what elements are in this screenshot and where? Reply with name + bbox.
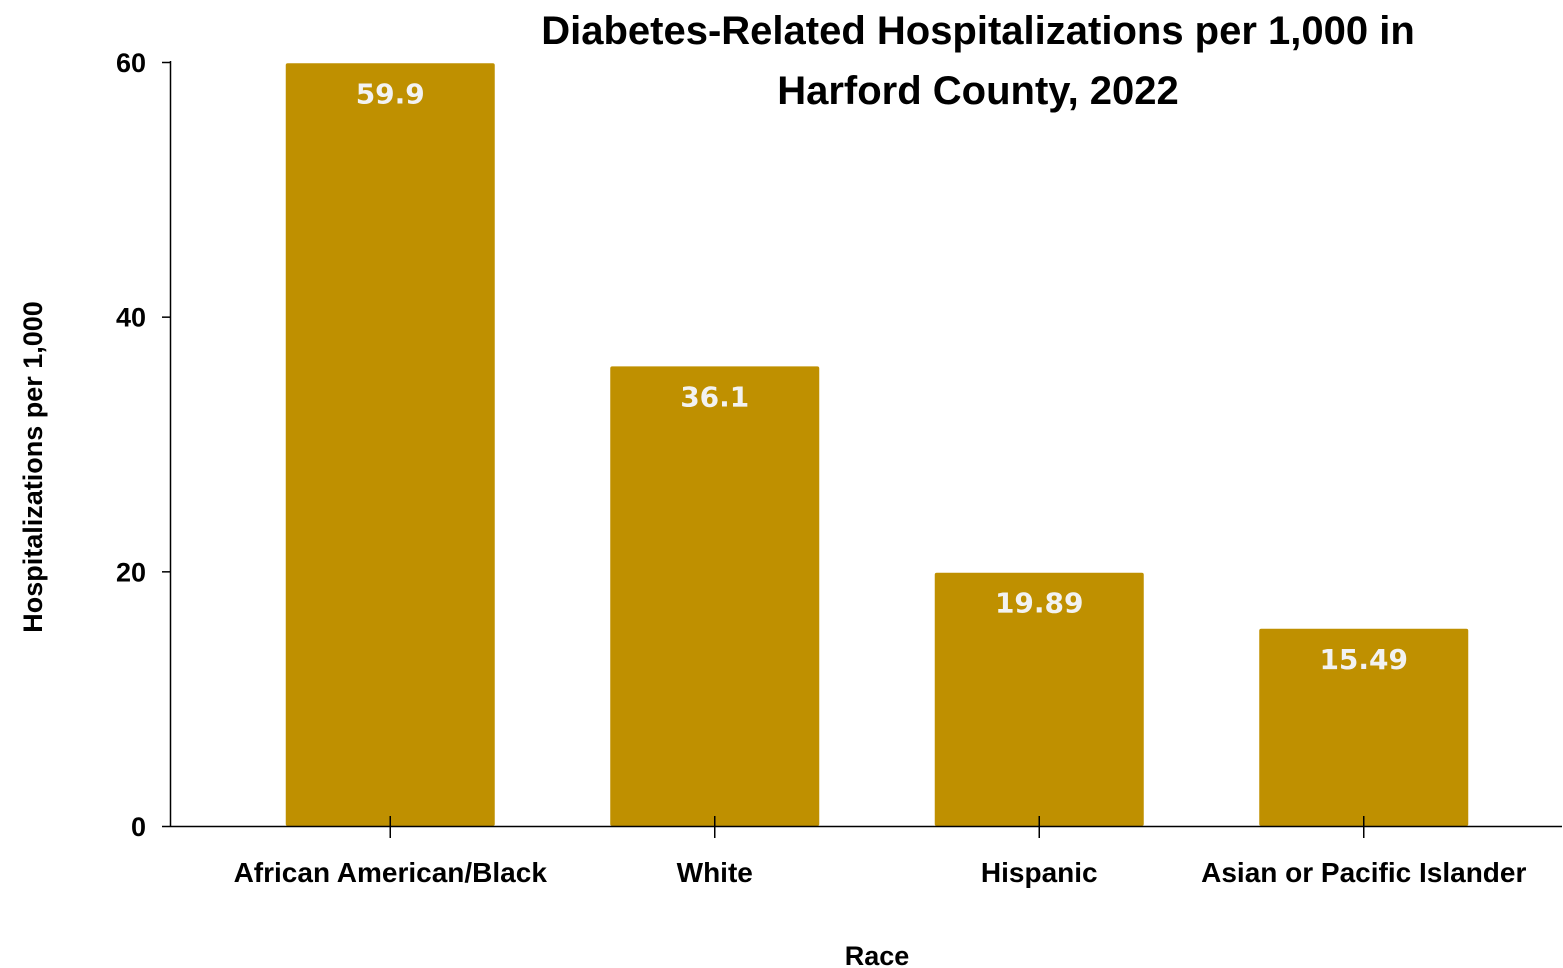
y-tick-label-2: 20: [116, 557, 146, 587]
bar-2: [610, 366, 820, 826]
y-tick-label-4: 60: [116, 48, 146, 78]
bar-4: [1259, 628, 1469, 826]
x-axis-label: Race: [845, 941, 910, 968]
chart-title-line-2: Harford County, 2022: [777, 69, 1179, 113]
bar-1: [285, 63, 495, 827]
y-tick-label-3: 40: [116, 303, 146, 333]
y-axis-label: Hospitalizations per 1,000: [18, 301, 48, 633]
chart-title: Diabetes-Related Hospitalizations per 1,…: [541, 9, 1415, 113]
x-tick-label-3: Hispanic: [981, 857, 1098, 888]
data-label-4: 15.49: [1319, 643, 1408, 676]
bars-layer: [285, 63, 1469, 827]
chart-title-line-1: Diabetes-Related Hospitalizations per 1,…: [541, 9, 1415, 53]
labels-layer: 59.9 36.1 19.89 15.49 0 20 40 60 African America…: [116, 48, 1527, 888]
axes-layer: [162, 61, 1562, 838]
y-tick-label-1: 0: [131, 812, 146, 842]
data-label-2: 36.1: [680, 380, 749, 413]
data-label-3: 19.89: [995, 587, 1084, 620]
data-label-1: 59.9: [356, 77, 425, 110]
x-tick-label-2: White: [677, 857, 753, 888]
x-tick-label-1: African American/Black: [234, 857, 548, 888]
bar-3: [934, 572, 1144, 826]
x-tick-label-4: Asian or Pacific Islander: [1201, 857, 1526, 888]
